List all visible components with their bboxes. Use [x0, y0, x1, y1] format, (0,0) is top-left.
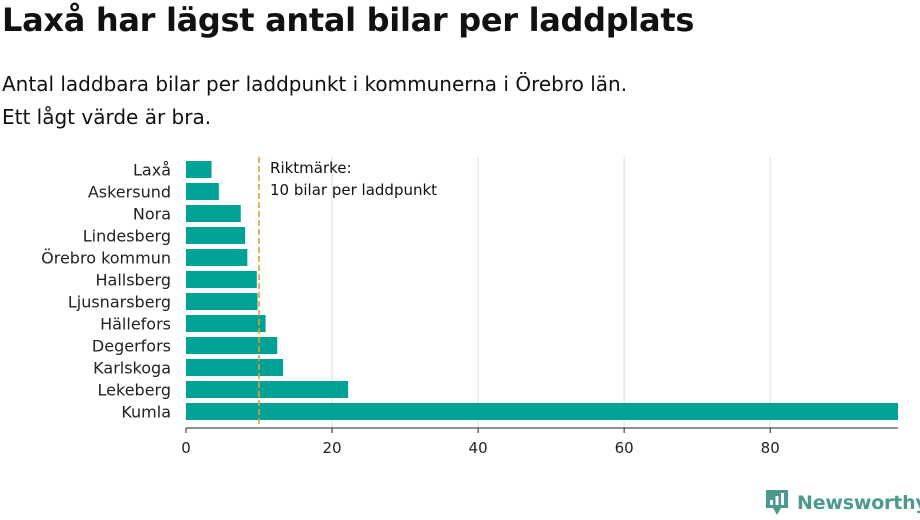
bar-chart: Laxå Askersund Nora Lindesberg Örebro kommun…	[41, 157, 898, 457]
bar	[186, 381, 349, 398]
category-label: Örebro kommun	[41, 249, 171, 268]
category-label: Askersund	[88, 183, 171, 202]
bar	[186, 183, 219, 200]
bar	[186, 271, 257, 288]
category-label: Ljusnarsberg	[68, 293, 171, 312]
x-tick-label: 80	[761, 439, 780, 457]
bar	[186, 315, 266, 332]
category-label: Karlskoga	[93, 359, 171, 378]
category-label: Lekeberg	[98, 381, 171, 400]
category-label: Hallsberg	[95, 271, 171, 290]
bar	[186, 403, 898, 420]
bar	[186, 227, 246, 244]
page-title: Laxå har lägst antal bilar per laddplats	[2, 1, 695, 39]
subtitle: Antal laddbara bilar per laddpunkt i kom…	[2, 68, 902, 134]
bar	[186, 293, 258, 310]
x-tick-label: 0	[181, 439, 191, 457]
x-tick-label: 60	[615, 439, 634, 457]
subtitle-line-2: Ett lågt värde är bra.	[2, 105, 212, 129]
bar	[186, 205, 241, 222]
brand-name: Newsworthy	[797, 492, 920, 514]
subtitle-line-1: Antal laddbara bilar per laddpunkt i kom…	[2, 72, 628, 96]
bar	[186, 161, 212, 178]
bar	[186, 249, 248, 266]
reference-label-line-2: 10 bilar per laddpunkt	[270, 181, 437, 199]
brand: Newsworthy	[764, 488, 920, 518]
category-label: Nora	[133, 205, 171, 224]
bar	[186, 359, 284, 376]
category-label: Degerfors	[92, 337, 171, 356]
category-label: Kumla	[121, 403, 171, 422]
category-label: Laxå	[133, 161, 171, 180]
x-tick-label: 20	[323, 439, 342, 457]
category-label: Hällefors	[100, 315, 171, 334]
bar	[186, 337, 278, 354]
newsworthy-logo-icon	[766, 490, 788, 515]
category-label: Lindesberg	[83, 227, 171, 246]
reference-label-line-1: Riktmärke:	[270, 159, 352, 177]
x-tick-label: 40	[469, 439, 488, 457]
